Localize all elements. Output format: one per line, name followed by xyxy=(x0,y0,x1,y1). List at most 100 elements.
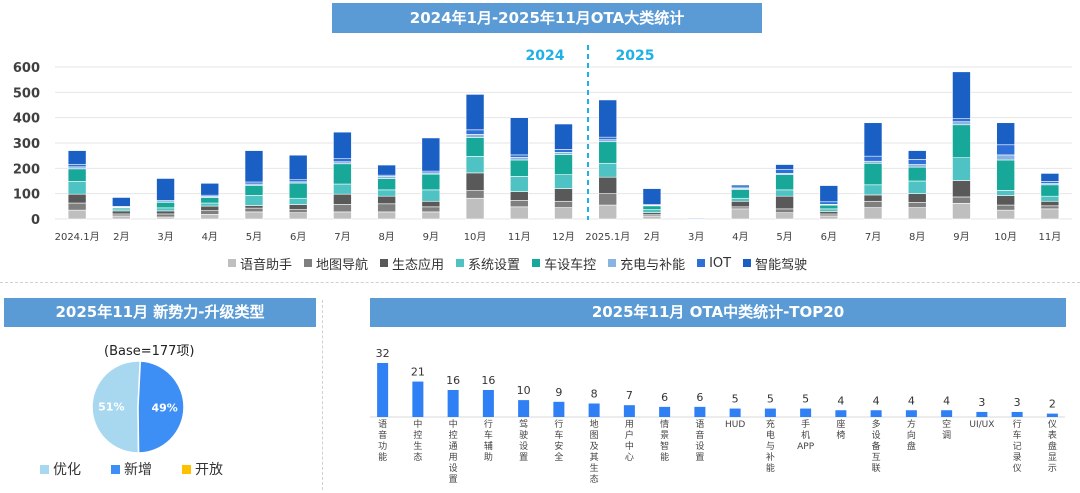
panel-divider xyxy=(322,300,323,490)
bar-segment-地图导航 xyxy=(863,200,883,208)
bar-segment-生态应用 xyxy=(112,210,131,215)
legend-label: 系统设置 xyxy=(468,257,521,273)
top20-category-label: 驾驶设置 xyxy=(519,419,528,463)
bar-segment-智能驾驶 xyxy=(112,197,131,207)
bar-segment-生态应用 xyxy=(996,195,1015,206)
bar-segment-系统设置 xyxy=(156,207,175,212)
bar-segment-生态应用 xyxy=(907,193,927,203)
top20-value-label: 7 xyxy=(626,389,633,402)
bar-segment-地图导航 xyxy=(996,204,1015,211)
legend-swatch xyxy=(182,464,191,474)
bar-segment-生态应用 xyxy=(1040,200,1060,207)
x-tick-label: 2月 xyxy=(644,231,660,243)
pie-value-label: 49% xyxy=(152,401,178,414)
bar-segment-语音助手 xyxy=(244,211,264,220)
category-label-part: 安 xyxy=(554,440,563,452)
bar-segment-系统设置 xyxy=(509,176,529,192)
bar-segment-智能驾驶 xyxy=(333,131,352,160)
x-tick-label: 7月 xyxy=(865,231,881,243)
bar-segment-充电与补能 xyxy=(907,164,927,168)
bar-segment-系统设置 xyxy=(67,181,87,195)
y-tick-label: 100 xyxy=(13,188,40,203)
bar-segment-生态应用 xyxy=(598,176,618,194)
bar-segment-地图导航 xyxy=(333,204,352,213)
bar-segment-语音助手 xyxy=(67,209,87,220)
bar-segment-生态应用 xyxy=(288,204,308,210)
category-label-part: 语 xyxy=(378,419,387,430)
legend-swatch xyxy=(743,259,752,267)
category-label-part: 盘 xyxy=(1048,440,1057,452)
bar-segment-充电与补能 xyxy=(67,166,87,170)
bar-segment-充电与补能 xyxy=(863,160,883,164)
bar-segment-系统设置 xyxy=(598,162,618,178)
bar-segment-智能驾驶 xyxy=(288,154,308,181)
top20-bar xyxy=(729,408,741,417)
x-tick-label: 10月 xyxy=(464,231,487,243)
top20-bar xyxy=(518,400,530,417)
bar-segment-生态应用 xyxy=(509,191,529,201)
bar-segment-系统设置 xyxy=(200,202,220,207)
category-label-part: 表 xyxy=(1048,429,1057,441)
bar-segment-地图导航 xyxy=(819,213,839,217)
x-tick-label: 2025.1月 xyxy=(585,231,630,243)
bar-segment-系统设置 xyxy=(996,190,1015,196)
bar-segment-车设车控 xyxy=(200,197,220,204)
x-tick-label: 2024.1月 xyxy=(55,231,100,243)
bar-segment-系统设置 xyxy=(465,156,485,174)
bar-segment-生态应用 xyxy=(421,200,441,208)
pie-value-label: 51% xyxy=(98,401,124,414)
bar-segment-语音助手 xyxy=(642,215,662,220)
legend-label: 新增 xyxy=(124,462,152,478)
bar-segment-智能驾驶 xyxy=(244,150,264,183)
top20-value-label: 32 xyxy=(376,347,390,360)
pie-base-label: (Base=177项) xyxy=(104,344,195,359)
section-divider xyxy=(0,282,1080,283)
category-label-part: 中 xyxy=(413,418,422,430)
bar-segment-语音助手 xyxy=(421,211,441,220)
category-label-part: 户 xyxy=(625,429,634,441)
top20-bar xyxy=(1011,411,1023,417)
category-label-part: 及 xyxy=(590,441,599,452)
legend-swatch xyxy=(608,259,617,267)
legend-label: 充电与补能 xyxy=(620,257,686,273)
top20-category-label: UI/UX xyxy=(969,420,994,430)
category-label-part: 空 xyxy=(942,418,951,430)
category-label-part: 情 xyxy=(660,418,669,430)
x-tick-label: 2月 xyxy=(113,231,129,243)
y-tick-label: 200 xyxy=(13,162,40,177)
category-label-part: 态 xyxy=(413,451,422,463)
bar-segment-智能驾驶 xyxy=(686,217,706,220)
category-label-part: 行 xyxy=(554,418,563,430)
top20-bar xyxy=(1046,413,1058,417)
category-label-part: 控 xyxy=(449,429,458,441)
bar-segment-IOT xyxy=(244,181,264,185)
category-label-part: 与 xyxy=(766,441,775,452)
legend-item-语音助手: 语音助手 xyxy=(228,254,292,273)
bar-segment-生态应用 xyxy=(156,210,175,215)
legend-label: 生态应用 xyxy=(392,257,445,273)
bar-segment-生态应用 xyxy=(333,193,352,205)
legend-item-地图导航: 地图导航 xyxy=(304,254,368,273)
bar-segment-智能驾驶 xyxy=(554,123,573,150)
bar-segment-充电与补能 xyxy=(377,176,396,179)
x-tick-label: 6月 xyxy=(290,231,306,243)
category-label-part: 充 xyxy=(766,418,775,430)
category-label-part: 显 xyxy=(1048,452,1057,463)
legend-swatch xyxy=(40,464,49,474)
bar-segment-语音助手 xyxy=(554,207,573,220)
legend-swatch xyxy=(111,464,120,474)
bar-segment-智能驾驶 xyxy=(907,150,927,160)
bar-segment-语音助手 xyxy=(377,211,396,220)
bar-segment-地图导航 xyxy=(509,200,529,208)
top20-bar xyxy=(623,405,635,417)
category-label-part: 车 xyxy=(1013,429,1022,441)
category-label-part: 态 xyxy=(590,473,599,485)
bar-segment-智能驾驶 xyxy=(731,184,750,188)
top20-category-label: 中控生态 xyxy=(413,418,422,463)
category-label-part: 置 xyxy=(519,452,528,463)
top20-bar xyxy=(482,390,494,417)
top20-value-label: 6 xyxy=(661,391,668,404)
bar-segment-系统设置 xyxy=(333,183,352,195)
top20-bar xyxy=(588,403,600,417)
top20-bar-chart: 32语音功能21中控生态16中控通用设置16行车辅助10驾驶设置9行车安全8地图… xyxy=(370,347,1065,485)
